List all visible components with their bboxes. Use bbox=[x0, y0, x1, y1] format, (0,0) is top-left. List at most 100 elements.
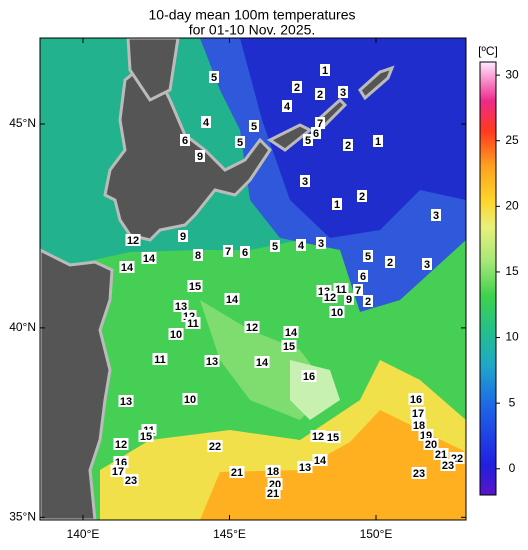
contour-label-box bbox=[300, 175, 310, 187]
colorbar bbox=[479, 61, 497, 496]
contour-label: 3 bbox=[433, 210, 439, 222]
title-line: 10-day mean 100m temperatures bbox=[149, 7, 356, 23]
contour-label-box bbox=[410, 407, 426, 419]
contour-label-box bbox=[344, 293, 354, 305]
contour-label-box bbox=[119, 261, 135, 273]
lon-tick-label: 150°E bbox=[360, 527, 393, 541]
contour-label-box bbox=[118, 395, 134, 407]
contour-label-box bbox=[303, 134, 313, 146]
contour-label-box bbox=[207, 440, 223, 452]
contour-label-box bbox=[282, 100, 292, 112]
contour-label: 14 bbox=[256, 357, 269, 369]
contour-label: 23 bbox=[442, 460, 454, 472]
contour-label: 5 bbox=[272, 241, 278, 253]
contour-label: 10 bbox=[170, 329, 182, 341]
contour-label: 15 bbox=[327, 432, 339, 444]
colorbar-tick-label: 0 bbox=[509, 461, 516, 475]
contour-label-box bbox=[152, 353, 168, 365]
contour-label: 12 bbox=[115, 439, 127, 451]
contour-label-box bbox=[110, 465, 126, 477]
contour-label-box bbox=[235, 136, 245, 148]
contour-label-box bbox=[329, 306, 345, 318]
contour-label-box bbox=[229, 466, 245, 478]
temperature-field bbox=[40, 38, 466, 520]
colorbar-tick-label: 15 bbox=[505, 264, 519, 278]
contour-label: 2 bbox=[359, 191, 365, 203]
contour-label-box bbox=[283, 326, 299, 338]
contour-label-box bbox=[297, 461, 313, 473]
lon-tick-label: 140°E bbox=[67, 527, 100, 541]
contour-label-box bbox=[138, 430, 154, 442]
contour-label: 14 bbox=[314, 455, 327, 467]
contour-label: 17 bbox=[112, 466, 124, 478]
contour-label-box bbox=[358, 270, 368, 282]
contour-label: 6 bbox=[242, 247, 248, 259]
contour-label-box bbox=[315, 117, 325, 129]
contour-label: 23 bbox=[125, 475, 137, 487]
contour-label: 7 bbox=[355, 285, 361, 297]
contour-label-box bbox=[244, 321, 260, 333]
contour-label: 1 bbox=[375, 136, 381, 148]
contour-label: 14 bbox=[285, 327, 298, 339]
contour-label-box bbox=[125, 234, 141, 246]
contour-label-box bbox=[320, 64, 330, 76]
contour-label: 2 bbox=[387, 257, 393, 269]
contour-label: 21 bbox=[267, 488, 279, 500]
contour-label: 9 bbox=[346, 294, 352, 306]
contour-label: 18 bbox=[413, 420, 425, 432]
contour-label: 7 bbox=[225, 246, 231, 258]
contour-label-box bbox=[281, 340, 297, 352]
contour-label-box bbox=[187, 280, 203, 292]
contour-label: 3 bbox=[340, 87, 346, 99]
contour-label-box bbox=[195, 150, 205, 162]
contour-label-box bbox=[123, 474, 139, 486]
contour-label: 12 bbox=[127, 235, 139, 247]
contour-label-box bbox=[363, 295, 373, 307]
contour-label-box bbox=[373, 135, 383, 147]
contour-label: 12 bbox=[312, 431, 324, 443]
contour-label-box bbox=[322, 291, 338, 303]
contour-label-box bbox=[265, 487, 281, 499]
contour-label-box bbox=[357, 190, 367, 202]
contour-label: 5 bbox=[365, 251, 371, 263]
contour-label: 12 bbox=[246, 322, 258, 334]
contour-label-box bbox=[178, 230, 188, 242]
contour-label: 6 bbox=[182, 135, 188, 147]
contour-label-box bbox=[204, 355, 220, 367]
contour-label: 4 bbox=[203, 117, 210, 129]
contour-label-box bbox=[223, 245, 233, 257]
contour-label: 5 bbox=[211, 72, 217, 84]
contour-label-box bbox=[141, 252, 157, 264]
contour-label-box bbox=[292, 81, 302, 93]
contour-label-box bbox=[433, 448, 449, 460]
contour-label-box bbox=[193, 249, 203, 261]
contour-label: 21 bbox=[435, 449, 447, 461]
contour-label-box bbox=[173, 300, 189, 312]
contour-label: 21 bbox=[231, 467, 243, 479]
contour-label: 18 bbox=[267, 466, 279, 478]
contour-label-box bbox=[224, 293, 240, 305]
contour-label: 14 bbox=[121, 262, 134, 274]
contour-label: 20 bbox=[425, 439, 437, 451]
lat-tick-label: 45°N bbox=[9, 116, 36, 130]
contour-label-box bbox=[440, 459, 456, 471]
contour-label-box bbox=[338, 86, 348, 98]
contour-label-box bbox=[422, 258, 432, 270]
contour-label-box bbox=[296, 239, 306, 251]
contour-label: 9 bbox=[197, 151, 203, 163]
contour-label-box bbox=[332, 198, 342, 210]
contour-label: 2 bbox=[345, 140, 351, 152]
colorbar-tick-label: 5 bbox=[509, 395, 516, 409]
contour-label-box bbox=[265, 465, 281, 477]
contour-label: 1 bbox=[322, 65, 328, 77]
contour-label: 5 bbox=[237, 137, 243, 149]
contour-label: 11 bbox=[187, 318, 199, 330]
contour-label: 2 bbox=[365, 296, 371, 308]
contour-label: 6 bbox=[360, 271, 366, 283]
contour-label: 5 bbox=[305, 135, 311, 147]
contour-label: 3 bbox=[424, 259, 430, 271]
contour-label: 11 bbox=[335, 284, 347, 296]
contour-label-box bbox=[343, 139, 353, 151]
contour-label: 15 bbox=[140, 431, 152, 443]
contour-label: 15 bbox=[189, 281, 201, 293]
